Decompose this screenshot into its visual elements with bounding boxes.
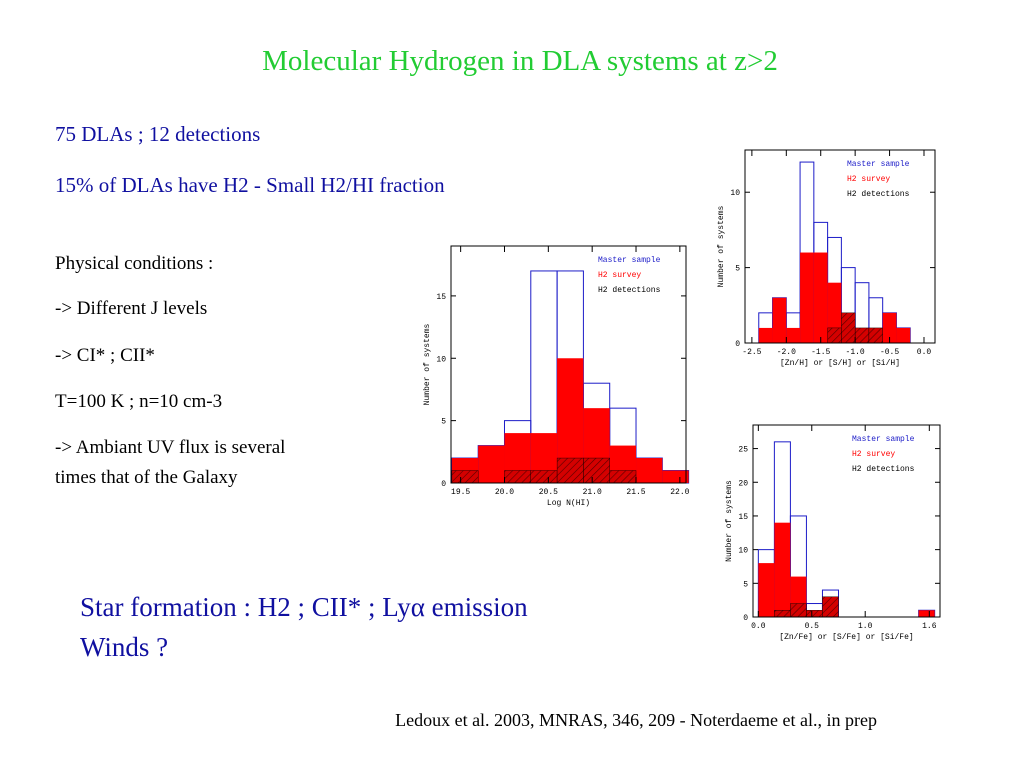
y-tick-label: 5 — [743, 580, 748, 589]
histogram-bar — [827, 327, 842, 344]
legend-entry: Master sample — [847, 160, 910, 169]
x-tick-label: -1.0 — [846, 348, 865, 357]
histogram-bar — [556, 457, 584, 484]
histogram-bar — [822, 596, 839, 618]
y-tick-label: 5 — [441, 418, 446, 427]
y-axis-label: Number of systems — [725, 480, 734, 562]
y-tick-label: 15 — [436, 293, 446, 302]
legend-entry: H2 detections — [598, 286, 661, 295]
histogram-bar — [790, 603, 807, 618]
x-tick-label: 0.0 — [751, 622, 766, 631]
histogram-bar — [882, 312, 897, 343]
legend-entry: Master sample — [598, 256, 661, 265]
histogram-bar — [813, 252, 828, 343]
intro-line: 75 DLAs ; 12 detections — [55, 122, 260, 146]
y-tick-label: 25 — [738, 446, 748, 455]
plot-frame — [752, 424, 941, 618]
chart: 0 5 10 15 20 25 0.0 0.5 1.0 1.6 [Zn/Fe] or [S/Fe] … — [716, 418, 948, 642]
conclusion-line: Star formation : H2 ; CII* ; Lyα emissio… — [80, 592, 528, 622]
x-tick-label: 21.0 — [583, 488, 602, 497]
condition-line: times that of the Galaxy — [55, 467, 238, 488]
y-tick-label: 15 — [738, 513, 748, 522]
intro-line: 15% of DLAs have H2 - Small H2/HI fracti… — [55, 173, 445, 197]
y-axis-label: Number of systems — [717, 206, 726, 288]
x-tick-label: -0.5 — [880, 348, 899, 357]
conclusion-line: Winds ? — [80, 632, 168, 662]
condition-line: -> Ambiant UV flux is several — [55, 437, 285, 458]
histogram-bar — [868, 327, 883, 344]
y-tick-label: 20 — [738, 479, 748, 488]
histogram-bar — [451, 470, 479, 484]
x-tick-label: 20.0 — [495, 488, 514, 497]
histogram-bar — [786, 327, 801, 343]
x-tick-label: 1.0 — [858, 622, 873, 631]
condition-line: Physical conditions : — [55, 253, 213, 274]
histogram-bar — [896, 327, 911, 343]
legend-entry: H2 survey — [598, 271, 641, 280]
y-tick-label: 10 — [730, 189, 740, 198]
plot-frame — [450, 245, 687, 484]
y-tick-label: 0 — [441, 480, 446, 489]
chart: 0 5 10 15 19.5 20.0 20.5 21.0 21.5 22.0 Log N(HI) N… — [420, 240, 696, 520]
x-tick-label: 20.5 — [539, 488, 558, 497]
histogram-bar — [772, 297, 787, 343]
x-axis-label: [Zn/Fe] or [S/Fe] or [Si/Fe] — [779, 633, 913, 642]
y-axis-label: Number of systems — [423, 324, 432, 406]
legend-entry: H2 detections — [852, 465, 915, 474]
histogram-bar — [854, 327, 870, 344]
histogram-bar — [583, 457, 610, 484]
x-tick-label: 0.5 — [805, 622, 820, 631]
y-tick-label: 10 — [738, 547, 748, 556]
histogram-bar — [758, 563, 775, 617]
x-tick-label: 0.0 — [917, 348, 932, 357]
x-tick-label: 1.6 — [922, 622, 937, 631]
histogram-bar — [504, 470, 531, 484]
y-tick-label: 0 — [743, 614, 748, 623]
histogram-bar — [636, 458, 663, 483]
histogram-bar — [918, 610, 935, 617]
x-tick-label: 22.0 — [670, 488, 689, 497]
histogram-bar — [800, 252, 814, 343]
histogram-bar — [609, 470, 637, 484]
legend-entry: H2 survey — [847, 175, 890, 184]
condition-line: -> CI* ; CII* — [55, 345, 155, 366]
x-tick-label: 19.5 — [451, 488, 470, 497]
y-tick-label: 10 — [436, 355, 446, 364]
histogram-bar — [662, 470, 689, 483]
legend-entry: H2 detections — [847, 190, 910, 199]
x-tick-label: 21.5 — [626, 488, 645, 497]
plot-frame — [744, 149, 936, 344]
x-tick-label: -1.5 — [811, 348, 830, 357]
chart: 0 5 10 -2.5 -2.0 -1.5 -1.0 -0.5 0.0 [Zn/H] or [S/… — [716, 144, 944, 368]
condition-line: -> Different J levels — [55, 298, 207, 319]
condition-line: T=100 K ; n=10 cm-3 — [55, 391, 222, 412]
histogram-bar — [530, 470, 558, 484]
reference: Ledoux et al. 2003, MNRAS, 346, 209 - No… — [395, 710, 877, 730]
histogram-bar — [758, 327, 773, 343]
slide-title: Molecular Hydrogen in DLA systems at z>2 — [262, 45, 778, 77]
histogram-bar — [774, 610, 791, 618]
y-tick-label: 5 — [735, 265, 740, 274]
histogram-bar — [774, 522, 791, 617]
x-axis-label: Log N(HI) — [547, 499, 590, 508]
histogram-bar — [478, 445, 505, 483]
legend-entry: H2 survey — [852, 450, 895, 459]
x-tick-label: -2.5 — [742, 348, 761, 357]
y-tick-label: 0 — [735, 340, 740, 349]
histogram-bar — [841, 312, 856, 344]
legend-entry: Master sample — [852, 435, 915, 444]
x-tick-label: -2.0 — [777, 348, 796, 357]
histogram-bar — [806, 610, 823, 618]
x-axis-label: [Zn/H] or [S/H] or [Si/H] — [780, 359, 900, 368]
